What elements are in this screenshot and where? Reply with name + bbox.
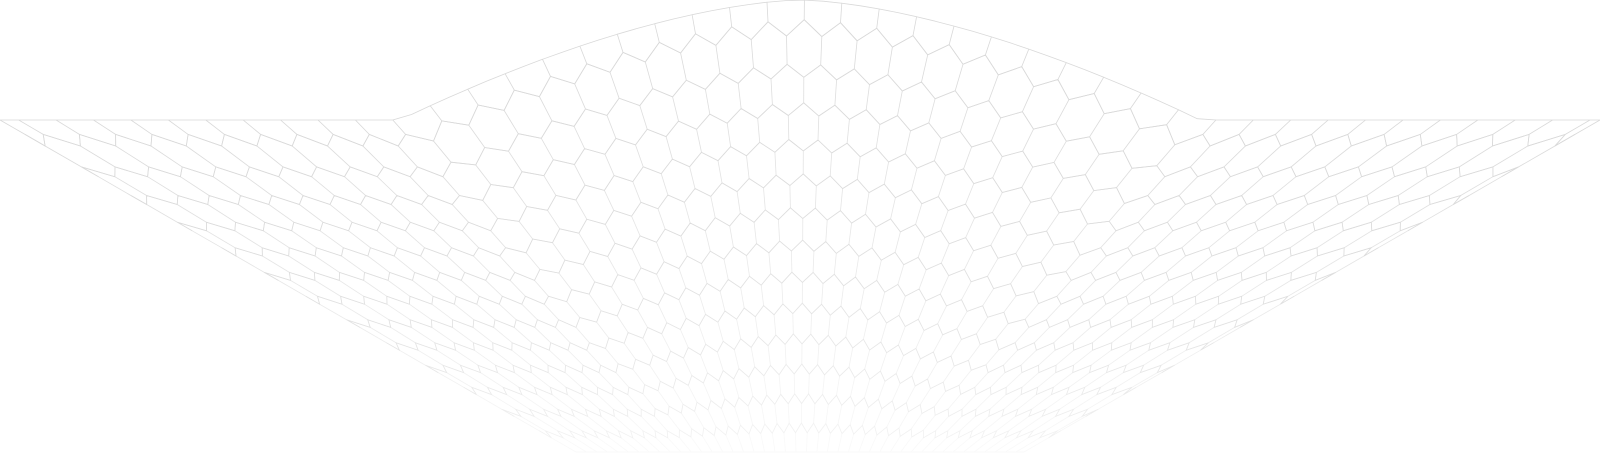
- hex-row: [130, 102, 1470, 232]
- hex-row: [305, 239, 1295, 329]
- hex-row: [386, 302, 1214, 374]
- hex-row: [425, 333, 1175, 396]
- hex-row: [24, 19, 1576, 178]
- hex-row: [346, 271, 1254, 352]
- hex-row: [0, 0, 1600, 147]
- hex-row: [538, 422, 1062, 453]
- hex-row: [501, 393, 1099, 439]
- hex-row: [463, 363, 1137, 418]
- hex-row: [264, 207, 1336, 306]
